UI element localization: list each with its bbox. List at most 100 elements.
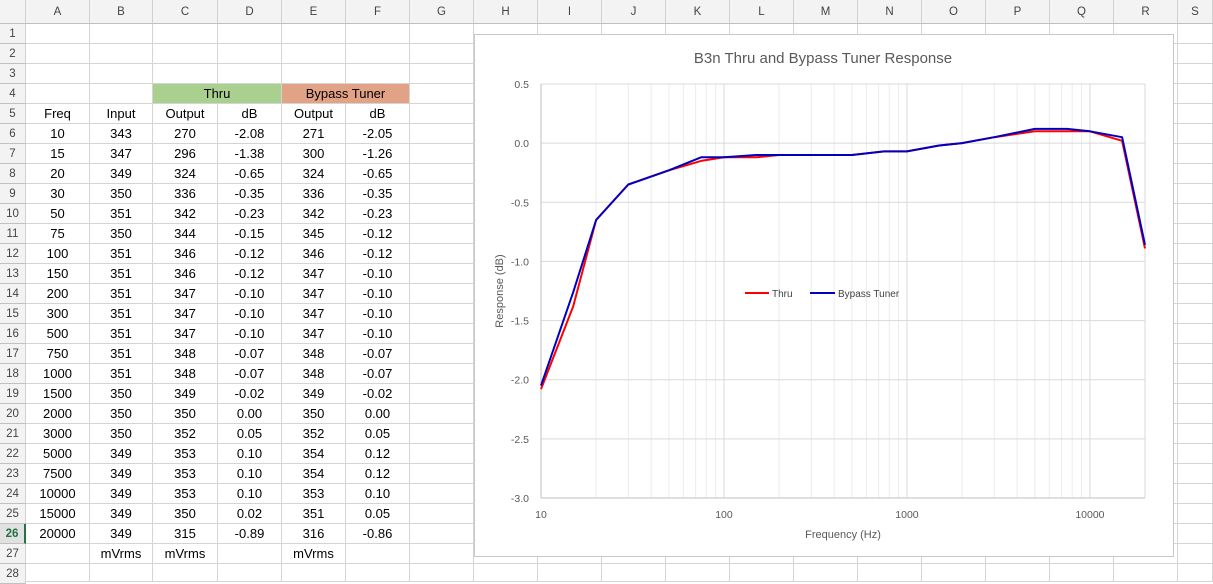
cell[interactable] <box>602 564 666 582</box>
data-cell[interactable]: -0.12 <box>218 264 282 284</box>
data-cell[interactable]: 500 <box>26 324 90 344</box>
cell[interactable] <box>410 504 474 524</box>
cell[interactable] <box>282 564 346 582</box>
cell[interactable] <box>730 564 794 582</box>
cell[interactable] <box>410 84 474 104</box>
cell[interactable] <box>1178 224 1213 244</box>
data-cell[interactable]: 342 <box>153 204 218 224</box>
cell[interactable] <box>410 24 474 44</box>
data-cell[interactable]: 0.05 <box>346 504 410 524</box>
cell[interactable] <box>410 184 474 204</box>
cell[interactable] <box>410 404 474 424</box>
data-cell[interactable]: 75 <box>26 224 90 244</box>
data-cell[interactable]: -0.10 <box>346 264 410 284</box>
cell[interactable] <box>1178 384 1213 404</box>
data-cell[interactable]: 296 <box>153 144 218 164</box>
cell[interactable] <box>1178 484 1213 504</box>
data-cell[interactable]: 200 <box>26 284 90 304</box>
data-cell[interactable]: 350 <box>90 184 153 204</box>
cell[interactable] <box>474 564 538 582</box>
data-cell[interactable]: 350 <box>90 384 153 404</box>
units-cell[interactable]: mVrms <box>90 544 153 564</box>
row-header-24[interactable]: 24 <box>0 484 26 504</box>
data-cell[interactable]: 350 <box>90 424 153 444</box>
cell[interactable] <box>410 64 474 84</box>
data-cell[interactable]: -1.26 <box>346 144 410 164</box>
data-cell[interactable]: -0.65 <box>218 164 282 184</box>
cell[interactable] <box>282 64 346 84</box>
cell[interactable] <box>153 24 218 44</box>
row-header-27[interactable]: 27 <box>0 544 26 564</box>
data-cell[interactable]: 347 <box>282 264 346 284</box>
data-cell[interactable]: 347 <box>282 284 346 304</box>
data-cell[interactable]: 345 <box>282 224 346 244</box>
data-cell[interactable]: -0.89 <box>218 524 282 544</box>
row-header-23[interactable]: 23 <box>0 464 26 484</box>
data-cell[interactable]: -0.23 <box>346 204 410 224</box>
cell[interactable] <box>858 564 922 582</box>
data-cell[interactable]: 349 <box>153 384 218 404</box>
cell[interactable] <box>153 64 218 84</box>
data-cell[interactable]: 300 <box>26 304 90 324</box>
data-cell[interactable]: 1000 <box>26 364 90 384</box>
row-header-26[interactable]: 26 <box>0 524 26 544</box>
cell[interactable] <box>410 324 474 344</box>
data-cell[interactable]: 0.10 <box>218 484 282 504</box>
data-cell[interactable]: 349 <box>90 464 153 484</box>
data-cell[interactable]: 348 <box>282 364 346 384</box>
cell[interactable] <box>410 124 474 144</box>
units-cell[interactable] <box>218 544 282 564</box>
row-header-16[interactable]: 16 <box>0 324 26 344</box>
data-cell[interactable]: 351 <box>90 364 153 384</box>
data-cell[interactable]: 0.12 <box>346 464 410 484</box>
cell[interactable] <box>90 564 153 582</box>
column-header-r[interactable]: R <box>1114 0 1178 24</box>
cell[interactable] <box>410 384 474 404</box>
header-cell[interactable]: Freq <box>26 104 90 124</box>
data-cell[interactable]: 344 <box>153 224 218 244</box>
data-cell[interactable]: 3000 <box>26 424 90 444</box>
row-header-7[interactable]: 7 <box>0 144 26 164</box>
cell[interactable] <box>1178 504 1213 524</box>
data-cell[interactable]: 270 <box>153 124 218 144</box>
cell[interactable] <box>410 104 474 124</box>
data-cell[interactable]: -0.07 <box>218 344 282 364</box>
column-header-i[interactable]: I <box>538 0 602 24</box>
data-cell[interactable]: 354 <box>282 464 346 484</box>
data-cell[interactable]: 352 <box>153 424 218 444</box>
data-cell[interactable]: 354 <box>282 444 346 464</box>
data-cell[interactable]: 324 <box>282 164 346 184</box>
cell[interactable] <box>1178 64 1213 84</box>
cell[interactable] <box>1178 244 1213 264</box>
data-cell[interactable]: 351 <box>90 344 153 364</box>
data-cell[interactable]: 15 <box>26 144 90 164</box>
data-cell[interactable]: 0.10 <box>218 464 282 484</box>
cell[interactable] <box>346 24 410 44</box>
data-cell[interactable]: 20 <box>26 164 90 184</box>
cell[interactable] <box>410 264 474 284</box>
header-bypass-tuner[interactable]: Bypass Tuner <box>282 84 410 104</box>
data-cell[interactable]: 349 <box>90 444 153 464</box>
row-header-22[interactable]: 22 <box>0 444 26 464</box>
cell[interactable] <box>410 364 474 384</box>
data-cell[interactable]: 347 <box>282 304 346 324</box>
data-cell[interactable]: -0.86 <box>346 524 410 544</box>
data-cell[interactable]: -2.08 <box>218 124 282 144</box>
data-cell[interactable]: 348 <box>282 344 346 364</box>
cell[interactable] <box>1178 184 1213 204</box>
data-cell[interactable]: 300 <box>282 144 346 164</box>
data-cell[interactable]: 347 <box>153 324 218 344</box>
column-header-f[interactable]: F <box>346 0 410 24</box>
cell[interactable] <box>218 564 282 582</box>
data-cell[interactable]: 0.00 <box>218 404 282 424</box>
cell[interactable] <box>1178 424 1213 444</box>
cell[interactable] <box>218 64 282 84</box>
data-cell[interactable]: 351 <box>90 244 153 264</box>
data-cell[interactable]: -0.35 <box>218 184 282 204</box>
cell[interactable] <box>1178 264 1213 284</box>
data-cell[interactable]: 316 <box>282 524 346 544</box>
column-header-d[interactable]: D <box>218 0 282 24</box>
data-cell[interactable]: -0.12 <box>218 244 282 264</box>
units-cell[interactable]: mVrms <box>282 544 346 564</box>
